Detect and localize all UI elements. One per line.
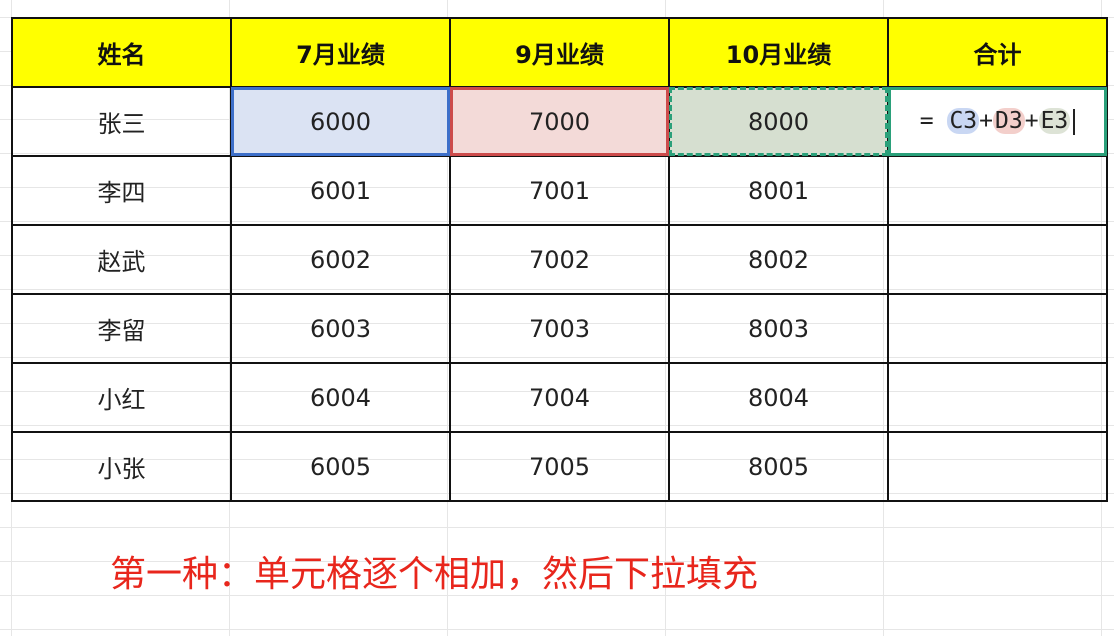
caption-text: 第一种：单元格逐个相加，然后下拉填充 <box>110 554 759 595</box>
header-name[interactable]: 姓名 <box>11 17 232 88</box>
formula-plus: + <box>979 108 993 135</box>
formula-cell-editing[interactable]: = C3+D3+E3 <box>887 86 1108 157</box>
table-row: 李四 6001 7001 8001 <box>11 155 1108 226</box>
formula-ref-c3: C3 <box>947 108 980 135</box>
cell-value[interactable]: 8005 <box>668 431 889 502</box>
cell-total[interactable] <box>887 431 1108 502</box>
table-row: 小红 6004 7004 8004 <box>11 362 1108 433</box>
table-row: 赵武 6002 7002 8002 <box>11 224 1108 295</box>
text-cursor <box>1073 108 1076 135</box>
cell-name[interactable]: 小红 <box>11 362 232 433</box>
cell-value[interactable]: 8001 <box>668 155 889 226</box>
header-row: 姓名 7月业绩 9月业绩 10月业绩 合计 <box>11 17 1108 88</box>
cell-d3-referenced[interactable]: 7000 <box>449 86 670 157</box>
formula-ref-d3: D3 <box>993 108 1025 135</box>
cell-value[interactable]: 7004 <box>449 362 670 433</box>
header-oct[interactable]: 10月业绩 <box>668 17 889 88</box>
cell-name[interactable]: 赵武 <box>11 224 232 295</box>
cell-value[interactable]: 8003 <box>668 293 889 364</box>
cell-value[interactable]: 6001 <box>230 155 451 226</box>
header-total[interactable]: 合计 <box>887 17 1108 88</box>
formula-plus: + <box>1024 108 1039 135</box>
cell-value[interactable]: 7002 <box>449 224 670 295</box>
spreadsheet-table: 姓名 7月业绩 9月业绩 10月业绩 合计 张三 6000 7000 8000 … <box>11 17 1108 502</box>
cell-c3-referenced[interactable]: 6000 <box>230 86 451 157</box>
table-row: 张三 6000 7000 8000 = C3+D3+E3 <box>11 86 1108 157</box>
cell-total[interactable] <box>887 224 1108 295</box>
cell-name[interactable]: 小张 <box>11 431 232 502</box>
cell-value[interactable]: 7005 <box>449 431 670 502</box>
formula-equals: = <box>919 108 934 135</box>
cell-name[interactable]: 张三 <box>11 86 232 157</box>
cell-value[interactable]: 6003 <box>230 293 451 364</box>
cell-value[interactable]: 7003 <box>449 293 670 364</box>
cell-name[interactable]: 李留 <box>11 293 232 364</box>
cell-value[interactable]: 8004 <box>668 362 889 433</box>
cell-value[interactable]: 8002 <box>668 224 889 295</box>
cell-name[interactable]: 李四 <box>11 155 232 226</box>
formula-ref-e3: E3 <box>1038 108 1071 135</box>
cell-value[interactable]: 6004 <box>230 362 451 433</box>
cell-value[interactable]: 6005 <box>230 431 451 502</box>
header-sept[interactable]: 9月业绩 <box>449 17 670 88</box>
cell-e3-referenced[interactable]: 8000 <box>668 86 889 157</box>
table-row: 小张 6005 7005 8005 <box>11 431 1108 502</box>
header-july[interactable]: 7月业绩 <box>230 17 451 88</box>
table-row: 李留 6003 7003 8003 <box>11 293 1108 364</box>
cell-total[interactable] <box>887 155 1108 226</box>
cell-value[interactable]: 6002 <box>230 224 451 295</box>
cell-total[interactable] <box>887 293 1108 364</box>
cell-total[interactable] <box>887 362 1108 433</box>
cell-value[interactable]: 7001 <box>449 155 670 226</box>
